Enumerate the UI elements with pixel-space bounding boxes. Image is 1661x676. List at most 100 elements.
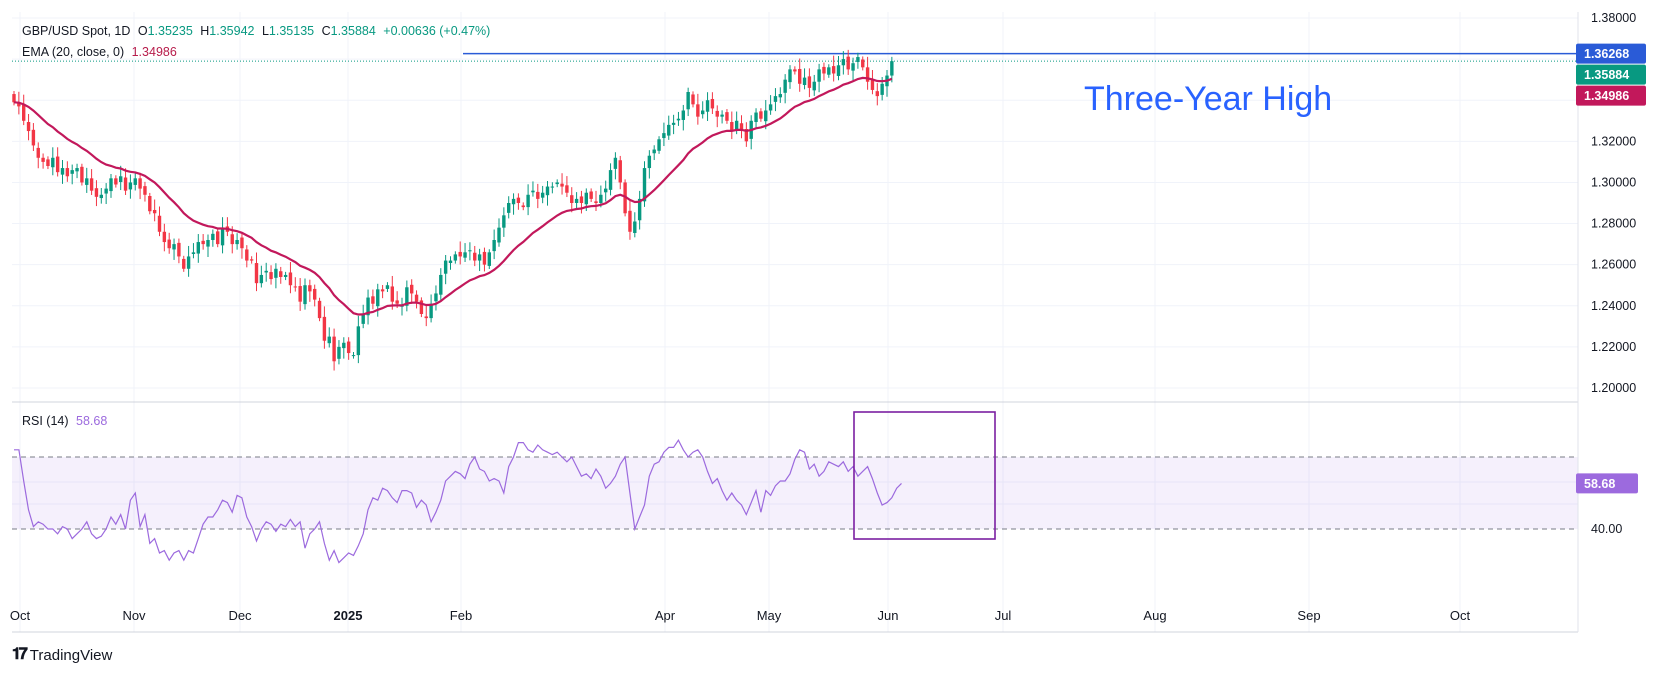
tradingview-logo[interactable]: 𝟏𝟕 TradingView <box>12 646 112 664</box>
symbol-title[interactable]: GBP/USD Spot, 1D <box>22 24 131 38</box>
candle-body <box>473 252 477 261</box>
candle-body <box>633 221 637 234</box>
candle-body <box>827 67 831 75</box>
price-tick-label: 1.26000 <box>1591 258 1636 272</box>
candle-body <box>191 252 196 254</box>
candle-body <box>807 76 812 88</box>
rsi-band <box>12 457 1578 529</box>
candle-body <box>720 114 724 117</box>
candle-body <box>831 66 836 74</box>
time-tick-label: Jun <box>878 608 899 623</box>
candle-body <box>652 149 656 154</box>
candle-body <box>75 168 79 172</box>
candle-body <box>817 69 821 82</box>
candle-body <box>555 182 559 185</box>
candle-body <box>303 285 307 305</box>
candle-body <box>608 170 613 190</box>
candle-body <box>439 274 443 295</box>
candle-body <box>138 178 142 189</box>
resistance-price-tag-text: 1.36268 <box>1584 47 1629 61</box>
candle-body <box>55 156 60 173</box>
candle-body <box>337 346 341 359</box>
candle-body <box>696 104 700 117</box>
candle-body <box>637 198 642 221</box>
time-tick-label: May <box>757 608 782 623</box>
candle-body <box>128 182 133 190</box>
candle-body <box>85 178 89 185</box>
candle-body <box>890 61 894 76</box>
price-tick-label: 1.28000 <box>1591 217 1636 231</box>
ema-value: 1.34986 <box>131 45 177 59</box>
candle-body <box>657 139 661 151</box>
candle-body <box>865 67 870 82</box>
candle-body <box>565 185 569 193</box>
candle-body <box>380 289 385 292</box>
candle-body <box>405 287 409 306</box>
candle-body <box>667 124 671 136</box>
candle-body <box>647 155 652 169</box>
candle-body <box>390 286 394 302</box>
candle-body <box>662 133 666 139</box>
candle-body <box>768 104 773 111</box>
candle-body <box>477 254 482 261</box>
candle-body <box>332 336 336 362</box>
candle-body <box>211 233 215 240</box>
candle-body <box>114 178 118 185</box>
candle-body <box>550 186 555 188</box>
candle-body <box>642 168 647 202</box>
candle-body <box>604 188 608 193</box>
candle-body <box>361 314 365 324</box>
candle-body <box>157 215 162 232</box>
candle-body <box>822 66 826 74</box>
rsi-highlight-box[interactable] <box>853 411 996 540</box>
ema-price-tag-text: 1.34986 <box>1584 89 1629 103</box>
candle-body <box>230 234 234 245</box>
candle-body <box>36 147 40 158</box>
candle-body <box>739 123 744 129</box>
candle-body <box>366 297 370 316</box>
candle-body <box>356 326 361 356</box>
rsi-label[interactable]: RSI (14) <box>22 414 69 428</box>
time-tick-label: Feb <box>450 608 472 623</box>
candle-body <box>492 240 496 252</box>
candle-body <box>317 300 322 319</box>
candle-body <box>710 98 715 109</box>
candle-body <box>376 289 380 307</box>
time-tick-label: Oct <box>10 608 31 623</box>
candle-body <box>613 157 618 169</box>
candle-body <box>851 63 855 71</box>
ema-label[interactable]: EMA (20, close, 0) <box>22 45 125 59</box>
candle-body <box>448 260 453 264</box>
candle-body <box>89 178 94 191</box>
candle-body <box>177 242 181 257</box>
candle-body <box>346 341 351 354</box>
change-value: +0.00636 (+0.47%) <box>383 24 491 38</box>
candle-body <box>434 293 438 302</box>
candle-body <box>730 122 734 132</box>
candle-body <box>458 251 462 257</box>
resistance-price-tag <box>1576 43 1646 64</box>
candle-body <box>584 192 588 205</box>
candle-body <box>686 92 690 110</box>
candle-body <box>240 237 244 249</box>
candle-body <box>424 316 428 319</box>
ema-legend: EMA (20, close, 0) 1.34986 <box>22 45 181 59</box>
candle-body <box>880 83 884 95</box>
candle-body <box>12 94 16 103</box>
candle-body <box>734 120 739 130</box>
candle-body <box>133 178 137 185</box>
three-year-high-annotation: Three-Year High <box>1084 80 1332 118</box>
candle-body <box>802 77 807 86</box>
candle-body <box>628 210 632 232</box>
low-key: L <box>261 24 269 38</box>
tradingview-logo-text: TradingView <box>29 646 113 664</box>
symbol-legend: GBP/USD Spot, 1D O1.35235 H1.35942 L1.35… <box>22 24 494 38</box>
candle-body <box>861 59 865 68</box>
candle-body <box>94 188 99 197</box>
rsi-legend: RSI (14) 58.68 <box>22 414 111 428</box>
time-tick-label: Nov <box>122 608 146 623</box>
candle-body <box>599 194 603 203</box>
candle-body <box>545 186 550 196</box>
candle-body <box>249 259 254 261</box>
time-tick-label: Dec <box>228 608 252 623</box>
